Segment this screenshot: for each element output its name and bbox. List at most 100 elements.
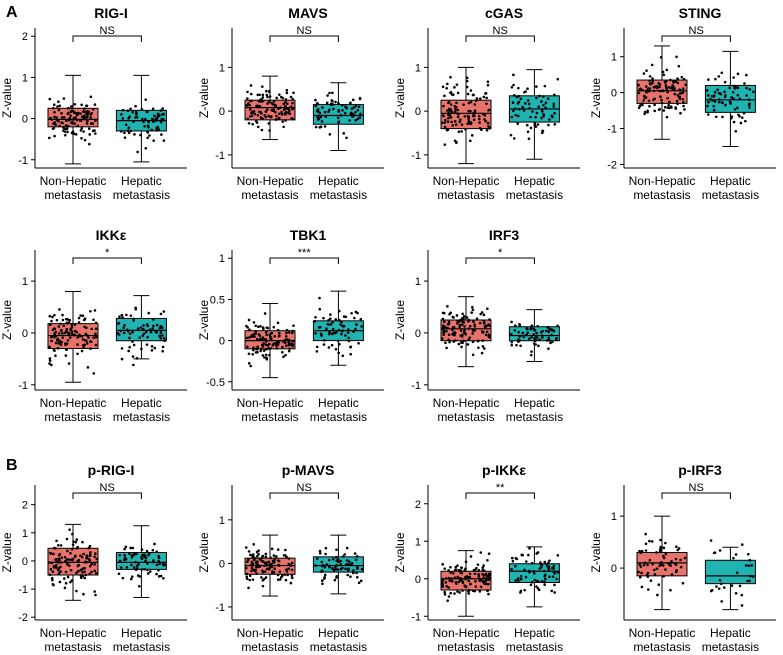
data-point	[712, 108, 716, 112]
data-point	[120, 347, 124, 350]
data-point	[667, 103, 670, 107]
data-point	[722, 586, 726, 589]
data-point	[146, 335, 149, 339]
data-point	[458, 120, 462, 124]
data-point	[276, 343, 280, 347]
data-point	[352, 569, 355, 572]
data-point	[284, 110, 288, 114]
data-point	[263, 356, 266, 359]
data-point	[547, 330, 551, 334]
data-point	[245, 345, 249, 349]
data-point	[550, 340, 554, 344]
data-point	[54, 334, 58, 338]
data-point	[469, 555, 473, 558]
data-point	[155, 129, 159, 132]
data-point	[538, 94, 541, 98]
y-tick-label: 0.5	[210, 294, 225, 306]
data-point	[134, 307, 138, 311]
data-point	[486, 582, 489, 586]
data-point	[57, 557, 61, 561]
data-point	[460, 123, 464, 127]
data-point	[555, 337, 558, 340]
data-point	[152, 139, 155, 142]
data-point	[513, 328, 517, 332]
significance-label: *	[498, 247, 503, 259]
data-point	[455, 141, 458, 145]
data-point	[453, 86, 456, 89]
data-point	[274, 103, 277, 107]
data-point	[712, 95, 716, 98]
data-point	[674, 570, 678, 574]
chart-title: cGAS	[485, 5, 523, 21]
data-point	[542, 569, 546, 573]
data-point	[466, 122, 469, 126]
data-point	[250, 111, 253, 115]
data-point	[659, 538, 662, 542]
data-point	[161, 562, 165, 566]
data-point	[323, 125, 327, 128]
data-point	[274, 110, 277, 114]
data-point	[705, 89, 709, 92]
data-point	[450, 577, 453, 580]
data-point	[291, 101, 294, 105]
data-point	[50, 363, 53, 367]
data-point	[648, 104, 651, 108]
data-point	[284, 113, 287, 116]
data-point	[331, 567, 334, 571]
data-point	[518, 324, 522, 327]
data-point	[487, 592, 490, 596]
data-point	[480, 351, 484, 355]
data-point	[50, 319, 53, 323]
data-point	[486, 559, 489, 562]
data-point	[70, 121, 73, 125]
data-point	[329, 313, 332, 316]
data-point	[463, 325, 466, 328]
data-point	[135, 552, 138, 556]
chart-title: p-IRF3	[678, 462, 722, 478]
x-category-label-line2: metastasis	[241, 640, 298, 654]
data-point	[454, 565, 458, 569]
data-point	[261, 85, 264, 88]
data-point	[732, 120, 736, 124]
data-point	[538, 338, 541, 341]
data-point	[476, 563, 480, 566]
data-point	[509, 333, 513, 336]
data-point	[284, 98, 288, 101]
chart-p-rig-i: p-RIG-I-2-1012Z-valueNon-Hepaticmetastas…	[0, 462, 187, 654]
chart-irf3: IRF3-101Z-valueNon-HepaticmetastasisHepa…	[393, 227, 580, 424]
data-point	[536, 324, 540, 328]
data-point	[514, 113, 518, 117]
data-point	[335, 548, 338, 552]
data-point	[674, 106, 677, 109]
data-point	[141, 334, 145, 338]
x-category-label-line2: metastasis	[44, 640, 101, 654]
data-point	[271, 571, 274, 575]
data-point	[463, 115, 467, 118]
data-point	[149, 330, 153, 334]
data-point	[329, 102, 333, 106]
data-point	[284, 106, 288, 110]
data-point	[469, 89, 473, 92]
data-point	[540, 100, 543, 103]
data-point	[478, 97, 482, 100]
data-point	[738, 115, 741, 118]
data-point	[638, 88, 642, 91]
data-point	[329, 323, 333, 326]
data-point	[85, 342, 89, 345]
data-point	[65, 537, 69, 541]
data-point	[460, 323, 464, 326]
data-point	[714, 115, 718, 119]
x-category-label-line1: Non-Hepatic	[40, 396, 107, 410]
data-point	[456, 320, 459, 323]
data-point	[748, 579, 751, 583]
data-point	[127, 126, 131, 130]
chart-rig-i: RIG-I-1012Z-valueNon-HepaticmetastasisHe…	[0, 5, 187, 202]
data-point	[488, 335, 491, 339]
data-point	[535, 96, 538, 100]
data-point	[550, 114, 554, 118]
chart-title: p-MAVS	[282, 462, 335, 478]
data-point	[475, 317, 479, 320]
data-point	[247, 318, 251, 322]
data-point	[84, 573, 88, 577]
data-point	[74, 540, 78, 544]
